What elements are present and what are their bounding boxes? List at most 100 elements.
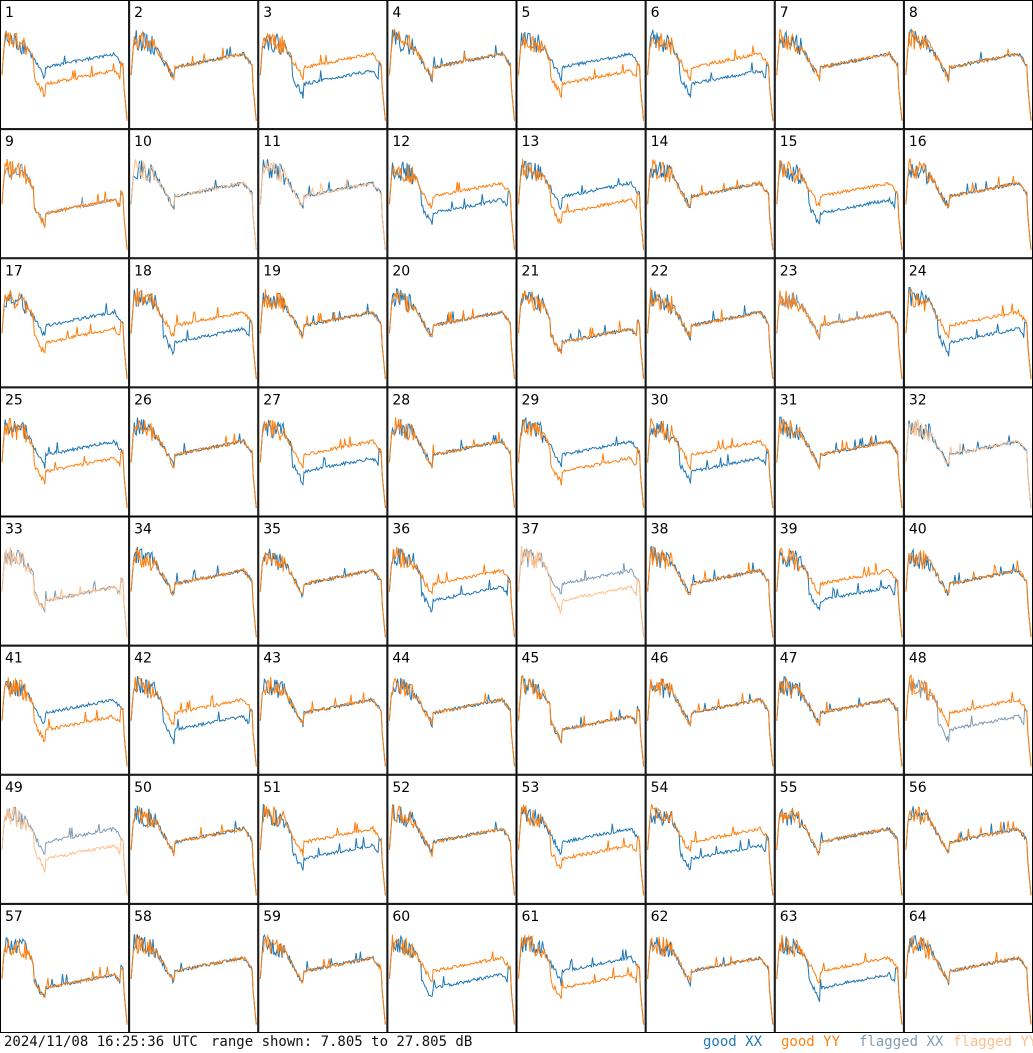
panel-39-xx-line: [776, 549, 903, 638]
panel-59: 59: [258, 903, 388, 1033]
panel-61: 61: [516, 903, 646, 1033]
panel-21-yy-line: [518, 290, 645, 379]
panel-number: 28: [392, 392, 410, 408]
panel-number: 54: [651, 780, 669, 796]
panel-number: 36: [392, 522, 410, 538]
panel-49: 49: [0, 774, 130, 904]
panel-number: 45: [522, 651, 540, 667]
panel-number: 35: [263, 522, 281, 538]
panel-44: 44: [387, 645, 517, 775]
panel-53: 53: [516, 774, 646, 904]
panel-frame: [645, 129, 775, 259]
panel-45-yy-line: [518, 675, 645, 767]
panel-56-yy-line: [905, 806, 1032, 896]
panel-1-yy-line: [1, 30, 128, 121]
panel-42: 42: [129, 645, 259, 775]
panel-45: 45: [516, 645, 646, 775]
panel-2-yy-line: [130, 30, 257, 121]
panel-frame: [903, 0, 1033, 130]
panel-38: 38: [645, 516, 775, 646]
panel-number: 63: [780, 909, 798, 925]
panel-32-yy-line: [905, 418, 1032, 509]
panel-43: 43: [258, 645, 388, 775]
panel-44-yy-line: [388, 678, 515, 767]
panel-frame: [258, 774, 388, 904]
legend-flagged-xx: flagged XX: [859, 1034, 943, 1050]
panel-number: 8: [909, 5, 918, 21]
panel-50: 50: [129, 774, 259, 904]
panel-48-yy-line: [905, 674, 1032, 767]
panel-frame: [903, 258, 1033, 388]
panel-39: 39: [774, 516, 904, 646]
panel-24: 24: [903, 258, 1033, 388]
panel-34-xx-line: [130, 546, 257, 638]
panel-frame: [0, 0, 130, 130]
panel-number: 43: [263, 651, 281, 667]
panel-20: 20: [387, 258, 517, 388]
legend-flagged-xx-pol: XX: [926, 1034, 944, 1050]
panel-6-xx-line: [647, 29, 774, 121]
panel-number: 47: [780, 651, 798, 667]
panel-17: 17: [0, 258, 130, 388]
panel-22-xx-line: [647, 290, 774, 379]
panel-18: 18: [129, 258, 259, 388]
panel-number: 41: [5, 651, 23, 667]
panel-58: 58: [129, 903, 259, 1033]
panel-number: 34: [134, 522, 152, 538]
panel-number: 23: [780, 263, 798, 279]
panel-43-yy-line: [259, 676, 386, 767]
panel-54: 54: [645, 774, 775, 904]
panel-29: 29: [516, 387, 646, 517]
panel-30: 30: [645, 387, 775, 517]
panel-41-yy-line: [1, 677, 128, 767]
panel-56: 56: [903, 774, 1033, 904]
panel-number: 39: [780, 522, 798, 538]
panel-8-yy-line: [905, 29, 1032, 121]
panel-23-xx-line: [776, 292, 903, 379]
panel-21: 21: [516, 258, 646, 388]
panel-number: 53: [522, 780, 540, 796]
panel-31: 31: [774, 387, 904, 517]
panel-5-xx-line: [518, 32, 645, 121]
panel-frame: [129, 645, 259, 775]
panel-29-xx-line: [518, 416, 645, 509]
panel-number: 52: [392, 780, 410, 796]
panel-number: 4: [392, 5, 401, 21]
panel-12: 12: [387, 129, 517, 259]
panel-number: 33: [5, 522, 23, 538]
panel-63-yy-line: [776, 934, 903, 1025]
panel-number: 21: [522, 263, 540, 279]
panel-number: 12: [392, 134, 410, 150]
panel-31-xx-line: [776, 416, 903, 509]
panel-16: 16: [903, 129, 1033, 259]
panel-32: 32: [903, 387, 1033, 517]
panel-number: 7: [780, 5, 789, 21]
panel-34-yy-line: [130, 547, 257, 638]
panel-42-yy-line: [130, 676, 257, 767]
panel-7-yy-line: [776, 28, 903, 121]
panel-number: 31: [780, 392, 798, 408]
panel-number: 30: [651, 392, 669, 408]
panel-25-xx-line: [1, 419, 128, 509]
panel-number: 64: [909, 909, 927, 925]
panel-number: 46: [651, 651, 669, 667]
panel-15: 15: [774, 129, 904, 259]
panel-7: 7: [774, 0, 904, 130]
panel-24-xx-line: [905, 286, 1032, 379]
panel-number: 6: [651, 5, 660, 21]
panel-49-yy-line: [1, 804, 128, 896]
panel-51: 51: [258, 774, 388, 904]
panel-number: 40: [909, 522, 927, 538]
panel-frame: [774, 258, 904, 388]
panel-17-yy-line: [1, 289, 128, 379]
panel-number: 15: [780, 134, 798, 150]
panel-frame: [903, 774, 1033, 904]
panel-27: 27: [258, 387, 388, 517]
panel-26-yy-line: [130, 419, 257, 509]
panel-frame: [774, 903, 904, 1033]
panel-number: 9: [5, 134, 14, 150]
panel-number: 1: [5, 5, 14, 21]
panel-60-yy-line: [388, 934, 515, 1025]
panel-64-yy-line: [905, 935, 1032, 1025]
panel-number: 32: [909, 392, 927, 408]
